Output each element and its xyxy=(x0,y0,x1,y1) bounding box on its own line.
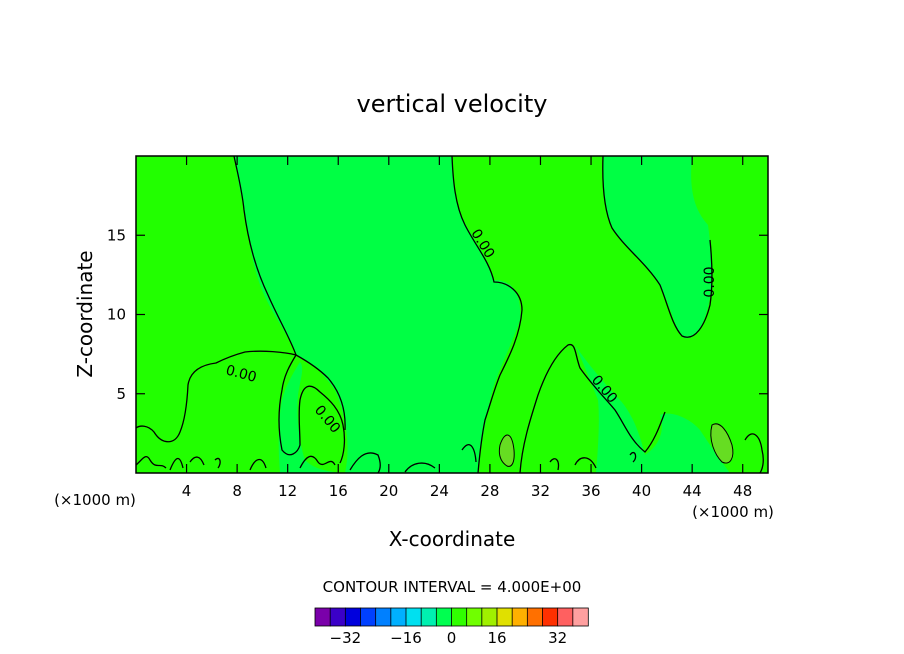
colorbar-swatch xyxy=(344,607,362,627)
x-tick-label: 44 xyxy=(683,482,702,500)
colorbar-swatch xyxy=(451,607,468,627)
colorbar-swatch xyxy=(314,607,331,627)
zero-contour-line-4 xyxy=(451,155,523,474)
axis-ticks xyxy=(136,156,768,473)
zero-contour-line-5 xyxy=(519,343,666,474)
colorbar-swatch xyxy=(420,607,438,627)
colorbar-tick-label: −32 xyxy=(330,629,362,647)
field-cell-positive-2 xyxy=(710,423,734,464)
x-tick-label: 36 xyxy=(581,482,600,500)
contour-label: 0.00 xyxy=(702,266,718,297)
field-region-negative-2 xyxy=(278,362,345,473)
field-cell-positive-1 xyxy=(498,434,515,467)
colorbar-swatch xyxy=(405,607,422,627)
colorbar-swatch xyxy=(542,607,559,627)
plot-area: 0.00 0.00 0.00 0.00 0.00 4 8 12 16 20 24 28 32 3… xyxy=(107,155,769,500)
y-tick-label: 10 xyxy=(107,306,126,324)
x-tick-label: 32 xyxy=(531,482,550,500)
colorbar-swatch xyxy=(360,607,377,627)
y-axis-label: Z-coordinate xyxy=(73,250,97,377)
zero-contour-line-3 xyxy=(295,354,346,431)
zero-contours xyxy=(135,155,764,474)
x-unit-right: (×1000 m) xyxy=(692,503,774,521)
zero-contour-line-6 xyxy=(602,155,713,338)
colorbar xyxy=(314,607,589,627)
x-unit-left: (×1000 m) xyxy=(54,491,136,509)
x-tick-label: 48 xyxy=(733,482,752,500)
field-region-negative-1 xyxy=(234,156,521,473)
colorbar-tick-label: 32 xyxy=(548,629,567,647)
y-tick-label: 5 xyxy=(116,385,126,403)
contour-interval-note: CONTOUR INTERVAL = 4.000E+00 xyxy=(323,578,582,596)
x-axis-label: X-coordinate xyxy=(389,527,516,551)
x-tick-label: 20 xyxy=(379,482,398,500)
x-tick-label: 24 xyxy=(430,482,449,500)
colorbar-swatch xyxy=(496,607,513,627)
zero-contour-ground-wiggles xyxy=(135,433,764,474)
x-tick-label: 16 xyxy=(329,482,348,500)
y-tick-label: 15 xyxy=(107,226,126,244)
zero-contour-line-2 xyxy=(278,354,346,464)
x-tick-label: 4 xyxy=(182,482,192,500)
colorbar-tick-label: 0 xyxy=(447,629,457,647)
colorbar-swatch xyxy=(557,607,574,627)
colorbar-swatch xyxy=(481,607,498,627)
x-tick-label: 8 xyxy=(232,482,242,500)
colorbar-swatch xyxy=(466,607,483,627)
zero-contour-line-1 xyxy=(135,155,298,443)
contour-label: 0.00 xyxy=(224,362,258,386)
colorbar-swatch xyxy=(390,607,407,627)
colorbar-swatch xyxy=(572,607,589,627)
chart-title: vertical velocity xyxy=(357,90,548,118)
colorbar-tick-label: −16 xyxy=(390,629,422,647)
x-tick-label: 28 xyxy=(480,482,499,500)
colorbar-swatch xyxy=(526,607,544,627)
colorbar-swatch xyxy=(511,607,529,627)
colorbar-tick-label: 16 xyxy=(487,629,506,647)
x-tick-label: 12 xyxy=(278,482,297,500)
field-region-negative-4 xyxy=(602,156,712,339)
colorbar-tick-labels: −32 −16 0 16 32 xyxy=(330,629,568,647)
colorbar-swatch xyxy=(375,607,392,627)
colorbar-swatch xyxy=(329,607,347,627)
colorbar-swatch xyxy=(435,607,453,627)
x-tick-label: 40 xyxy=(632,482,651,500)
